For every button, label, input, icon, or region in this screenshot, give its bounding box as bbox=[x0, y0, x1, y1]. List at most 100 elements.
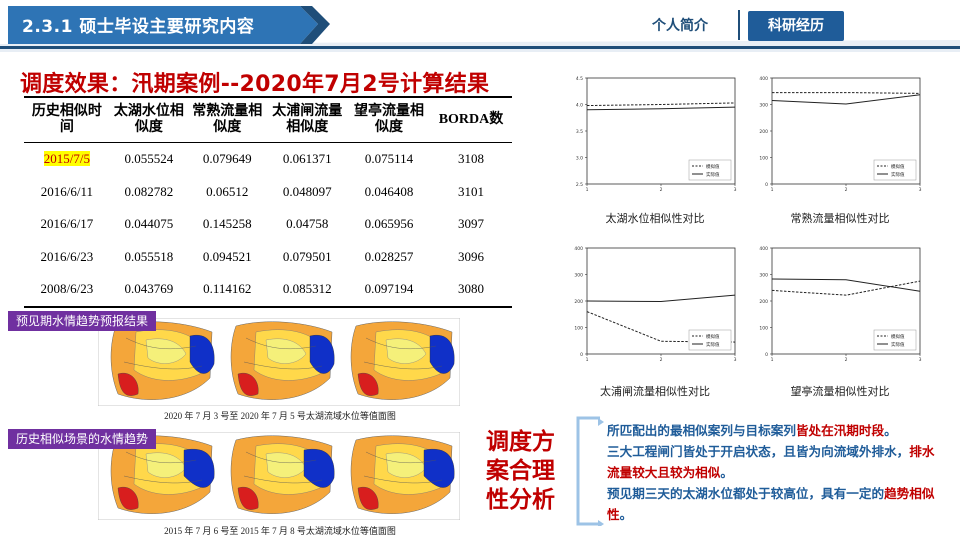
legend-label: 模拟值 bbox=[706, 163, 720, 170]
x-tick-label: 1 bbox=[586, 357, 589, 363]
legend-label: 实际值 bbox=[891, 171, 905, 178]
table-cell: 3080 bbox=[430, 273, 512, 307]
table-cell: 0.04758 bbox=[266, 208, 348, 241]
table-row: 2016/6/17 0.044075 0.145258 0.04758 0.06… bbox=[24, 208, 512, 241]
y-tick-label: 100 bbox=[759, 156, 768, 162]
table-cell: 0.114162 bbox=[188, 273, 266, 307]
x-tick-label: 3 bbox=[734, 187, 737, 193]
table-row: 2008/6/23 0.043769 0.114162 0.085312 0.0… bbox=[24, 273, 512, 307]
y-tick-label: 2.5 bbox=[576, 182, 583, 188]
x-tick-label: 2 bbox=[845, 187, 848, 193]
table-row: 2016/6/11 0.082782 0.06512 0.048097 0.04… bbox=[24, 176, 512, 209]
y-tick-label: 3.0 bbox=[576, 156, 583, 162]
history-label: 历史相似场景的水情趋势 bbox=[8, 429, 156, 449]
chart-title: 太湖水位相似性对比 bbox=[565, 210, 745, 226]
table-cell: 0.082782 bbox=[110, 176, 188, 209]
section-title: 2.3.1 硕士毕设主要研究内容 bbox=[22, 12, 254, 37]
forecast-label: 预见期水情趋势预报结果 bbox=[8, 311, 156, 331]
series-line bbox=[772, 93, 920, 94]
y-tick-label: 4.0 bbox=[576, 103, 583, 109]
col-header-wangting: 望亭流量相似度 bbox=[348, 97, 430, 143]
legend-label: 模拟值 bbox=[706, 333, 720, 340]
analysis-point-3: 预见期三天的太湖水位都处于较高位，具有一定的趋势相似性。 bbox=[607, 483, 947, 525]
table-cell: 3096 bbox=[430, 241, 512, 274]
y-tick-label: 0 bbox=[765, 182, 768, 188]
table-header-row: 历史相似时间 太湖水位相似度 常熟流量相似度 太浦闸流量相似度 望亭流量相似度 … bbox=[24, 97, 512, 143]
table-cell: 0.055524 bbox=[110, 143, 188, 176]
table-row: 2016/6/23 0.055518 0.094521 0.079501 0.0… bbox=[24, 241, 512, 274]
analysis-point-2: 三大工程闸门皆处于开启状态，且皆为向流域外排水，排水流量较大且较为相似。 bbox=[607, 441, 947, 483]
y-tick-label: 4.5 bbox=[576, 76, 583, 82]
y-tick-label: 200 bbox=[574, 299, 583, 305]
x-tick-label: 3 bbox=[919, 187, 922, 193]
text-span: 预见期三天的太湖水位都处于较高位，具有一定的 bbox=[607, 486, 884, 501]
y-tick-label: 100 bbox=[574, 326, 583, 332]
analysis-text: 所匹配出的最相似案列与目标案列皆处在汛期时段。 三大工程闸门皆处于开启状态，且皆… bbox=[607, 420, 947, 525]
table-cell: 2008/6/23 bbox=[24, 273, 110, 307]
chart-title: 太浦闸流量相似性对比 bbox=[565, 383, 745, 399]
col-header-time: 历史相似时间 bbox=[24, 97, 110, 143]
text-span: 。 bbox=[720, 465, 733, 480]
legend-label: 模拟值 bbox=[891, 163, 905, 170]
table-cell: 3097 bbox=[430, 208, 512, 241]
highlighted-date: 2015/7/5 bbox=[44, 151, 90, 166]
y-tick-label: 400 bbox=[574, 246, 583, 252]
y-tick-label: 400 bbox=[759, 246, 768, 252]
y-tick-label: 300 bbox=[759, 103, 768, 109]
table-cell: 0.048097 bbox=[266, 176, 348, 209]
series-line bbox=[772, 95, 920, 104]
table-cell: 0.145258 bbox=[188, 208, 266, 241]
series-line bbox=[587, 295, 735, 301]
table-cell: 0.079649 bbox=[188, 143, 266, 176]
analysis-point-1: 所匹配出的最相似案列与目标案列皆处在汛期时段。 bbox=[607, 420, 947, 441]
table-cell: 0.06512 bbox=[188, 176, 266, 209]
analysis-heading: 调度方案合理性分析 bbox=[486, 428, 566, 515]
y-tick-label: 300 bbox=[759, 273, 768, 279]
table-cell: 2016/6/23 bbox=[24, 241, 110, 274]
legend-label: 实际值 bbox=[706, 171, 720, 178]
legend-label: 模拟值 bbox=[891, 333, 905, 340]
table-row: 2015/7/5 0.055524 0.079649 0.061371 0.07… bbox=[24, 143, 512, 176]
legend-label: 实际值 bbox=[891, 341, 905, 348]
forecast-caption: 2020 年 7 月 3 号至 2020 年 7 月 5 号太湖流域水位等值面图 bbox=[100, 409, 460, 422]
emphasis-text: 皆处在汛期时段 bbox=[796, 423, 884, 438]
table-cell: 3108 bbox=[430, 143, 512, 176]
main-heading: 调度效果：汛期案例--2020年7月2号计算结果 bbox=[20, 66, 489, 98]
col-header-taipu: 太浦闸流量相似度 bbox=[266, 97, 348, 143]
table-cell: 2016/6/17 bbox=[24, 208, 110, 241]
table-cell: 0.046408 bbox=[348, 176, 430, 209]
y-tick-label: 0 bbox=[765, 352, 768, 358]
table-cell: 0.055518 bbox=[110, 241, 188, 274]
tab-research[interactable]: 科研经历 bbox=[748, 11, 844, 41]
text-span: 三大工程闸门皆处于开启状态，且皆为向流域外排水， bbox=[607, 444, 909, 459]
table-cell: 0.097194 bbox=[348, 273, 430, 307]
x-tick-label: 1 bbox=[771, 187, 774, 193]
x-tick-label: 2 bbox=[660, 357, 663, 363]
x-tick-label: 2 bbox=[845, 357, 848, 363]
chart-title: 望亭流量相似性对比 bbox=[750, 383, 930, 399]
x-tick-label: 1 bbox=[771, 357, 774, 363]
analysis-bracket bbox=[570, 416, 606, 526]
x-tick-label: 3 bbox=[919, 357, 922, 363]
x-tick-label: 2 bbox=[660, 187, 663, 193]
table-cell: 0.065956 bbox=[348, 208, 430, 241]
y-tick-label: 0 bbox=[580, 352, 583, 358]
col-header-borda: BORDA数 bbox=[430, 97, 512, 143]
tab-profile[interactable]: 个人简介 bbox=[632, 11, 728, 41]
table-cell: 0.094521 bbox=[188, 241, 266, 274]
y-tick-label: 200 bbox=[759, 299, 768, 305]
y-tick-label: 100 bbox=[759, 326, 768, 332]
table-cell: 0.079501 bbox=[266, 241, 348, 274]
col-header-changshu: 常熟流量相似度 bbox=[188, 97, 266, 143]
y-tick-label: 3.5 bbox=[576, 129, 583, 135]
table-cell: 0.061371 bbox=[266, 143, 348, 176]
series-line bbox=[587, 103, 735, 106]
similarity-table: 历史相似时间 太湖水位相似度 常熟流量相似度 太浦闸流量相似度 望亭流量相似度 … bbox=[24, 96, 512, 308]
y-tick-label: 300 bbox=[574, 273, 583, 279]
text-span: 所匹配出的最相似案列与目标案列 bbox=[607, 423, 796, 438]
y-tick-label: 400 bbox=[759, 76, 768, 82]
